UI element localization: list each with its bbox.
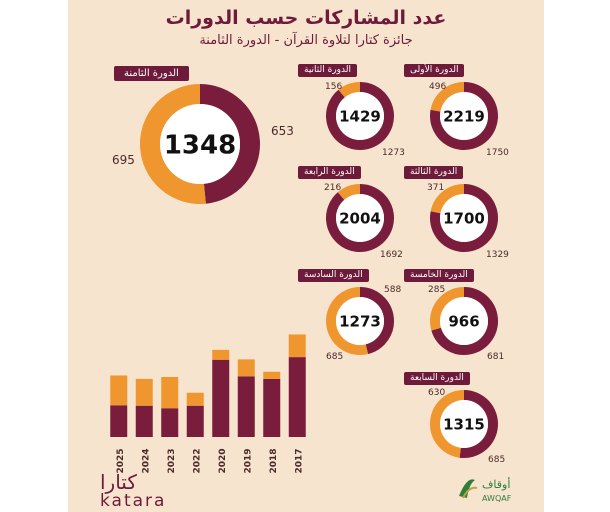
donut-c7-center: [440, 400, 488, 448]
donut-c6-center: [336, 297, 384, 345]
donut-c6-slice-maroon: [359, 287, 394, 355]
donut-featured-maroon-label: 653: [271, 124, 294, 138]
donut-c1-title: الدورة الأولى: [404, 64, 465, 77]
bar-2022-orange: [186, 392, 204, 406]
katara-logo-arabic: كتارا: [100, 470, 137, 494]
donut-c7-maroon-label: 685: [488, 455, 506, 465]
bar-2024-maroon: [135, 405, 153, 437]
bar-2023-orange: [161, 376, 179, 409]
page-subtitle: جائزة كتارا لتلاوة القرآن - الدورة الثام…: [199, 33, 413, 48]
donut-c7-slice-maroon: [459, 390, 498, 458]
donut-featured-slice-orange: [140, 84, 206, 204]
donut-c5-title: الدورة الخامسة: [404, 269, 474, 282]
donut-featured-center: [160, 104, 240, 184]
bar-2023-maroon: [161, 408, 179, 437]
bar-tick-2025: 2025: [116, 448, 126, 473]
donut-c4-slice-maroon: [326, 184, 394, 252]
donut-c2-total: 1429: [339, 107, 381, 125]
bar-2019-maroon: [237, 376, 255, 437]
donut-c6-slice-orange: [326, 287, 369, 355]
bar-2025-maroon: [110, 405, 128, 437]
bar-tick-2017: 2017: [294, 448, 304, 473]
donut-c5-center: [440, 297, 488, 345]
donut-c1-total: 2219: [443, 107, 485, 125]
awqaf-logo-latin: AWQAF: [482, 494, 512, 503]
bar-tick-2023: 2023: [167, 448, 177, 473]
bar-2025-orange: [110, 375, 128, 406]
awqaf-logo-icon: [459, 479, 478, 499]
bar-2020-orange: [212, 349, 230, 360]
bar-2024-orange: [135, 378, 153, 406]
donut-c3-title: الدورة الثالثة: [404, 166, 464, 179]
page-title: عدد المشاركات حسب الدورات: [165, 7, 447, 29]
donut-c5-total: 966: [448, 312, 479, 330]
donut-c2-title: الدورة الثانية: [298, 64, 357, 77]
donut-c2-maroon-label: 1273: [382, 148, 405, 158]
donut-c3-center: [440, 194, 488, 242]
donut-c3-slice-orange: [430, 184, 465, 214]
donut-c6-maroon-label: 588: [384, 285, 402, 295]
bar-2022-maroon: [186, 405, 204, 437]
bar-tick-2022: 2022: [192, 448, 202, 473]
katara-logo-latin: katara: [100, 491, 167, 511]
donut-c2-center: [336, 92, 384, 140]
donut-c3-maroon-label: 1329: [486, 250, 509, 260]
donut-c3-slice-maroon: [430, 184, 498, 252]
donut-c2-slice-orange: [338, 82, 361, 98]
donut-c3-total: 1700: [443, 209, 485, 227]
bar-2017-orange: [288, 334, 306, 358]
donut-c4-title: الدورة الرابعة: [298, 166, 361, 179]
donut-c1-center: [440, 92, 488, 140]
donut-featured-title: الدورة الثامنة: [114, 66, 189, 81]
donut-c6-total: 1273: [339, 312, 381, 330]
bar-tick-2019: 2019: [243, 448, 253, 473]
donut-featured-slice-maroon: [199, 84, 260, 204]
donut-c5-slice-maroon: [431, 287, 498, 355]
donut-c7-title: الدورة السابعة: [404, 372, 470, 385]
donut-c1-orange-label: 496: [429, 82, 447, 92]
bar-tick-2018: 2018: [269, 448, 279, 473]
bar-tick-2024: 2024: [141, 448, 151, 473]
donut-c3-orange-label: 371: [427, 183, 445, 193]
donut-c2-slice-maroon: [326, 82, 394, 150]
donut-featured-total: 1348: [164, 130, 236, 160]
donut-c5-slice-orange: [430, 287, 465, 331]
donut-c1-slice-maroon: [430, 82, 498, 150]
donut-c7-total: 1315: [443, 415, 485, 433]
donut-c7-slice-orange: [430, 390, 465, 458]
bar-2019-orange: [237, 359, 255, 377]
donut-c6-title: الدورة السادسة: [298, 269, 369, 282]
donut-c6-orange-label: 685: [326, 352, 344, 362]
donut-c1-maroon-label: 1750: [486, 148, 509, 158]
donut-featured-orange-label: 695: [112, 153, 135, 167]
bar-2017-maroon: [288, 357, 306, 437]
bar-2018-orange: [263, 371, 281, 379]
awqaf-logo-arabic: أوقاف: [482, 478, 511, 491]
donut-c4-total: 2004: [339, 209, 381, 227]
bar-2018-maroon: [263, 378, 281, 437]
donut-c5-maroon-label: 681: [487, 352, 505, 362]
donut-c5-orange-label: 285: [428, 285, 446, 295]
bar-tick-2020: 2020: [218, 448, 228, 473]
donut-c7-orange-label: 630: [428, 388, 446, 398]
bar-2020-maroon: [212, 359, 230, 437]
donut-c1-slice-orange: [430, 82, 465, 112]
donut-c4-slice-orange: [337, 184, 361, 201]
donut-c2-orange-label: 156: [325, 82, 343, 92]
donut-c4-orange-label: 216: [324, 183, 342, 193]
donut-c4-center: [336, 194, 384, 242]
donut-c4-maroon-label: 1692: [380, 250, 403, 260]
